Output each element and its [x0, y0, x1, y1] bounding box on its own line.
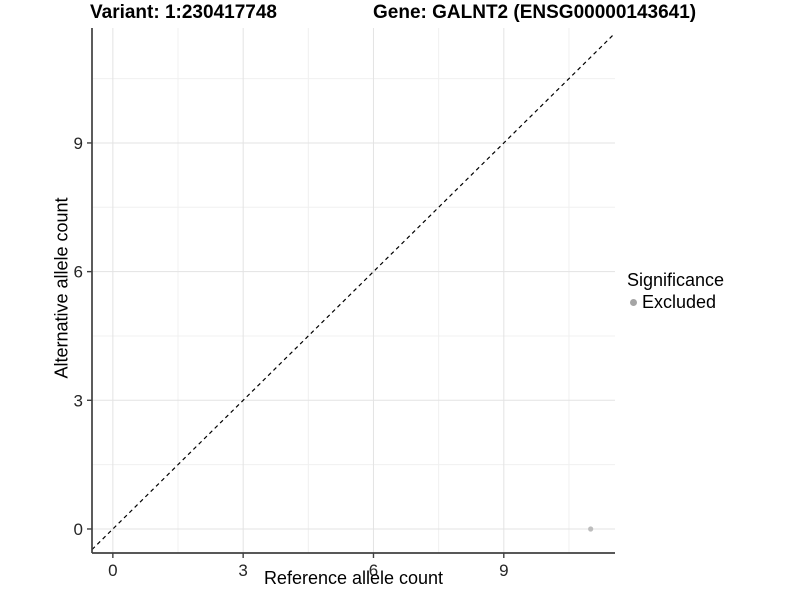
- legend-point-icon: [630, 298, 637, 306]
- x-axis-label: Reference allele count: [263, 568, 444, 588]
- x-tick-label: 6: [369, 561, 378, 580]
- y-tick-label: 6: [74, 263, 83, 282]
- x-tick-label: 9: [499, 561, 508, 580]
- y-tick-label: 0: [74, 520, 83, 539]
- variant-title: Variant: 1:230417748: [90, 2, 277, 23]
- data-point: [588, 526, 594, 532]
- legend-item-label: Excluded: [642, 292, 717, 312]
- legend-item: Excluded: [627, 292, 724, 312]
- y-axis-label: Alternative allele count: [51, 197, 72, 379]
- y-tick-label: 3: [74, 391, 83, 410]
- legend-title: Significance: [627, 270, 725, 290]
- x-tick-label: 0: [108, 561, 117, 580]
- identity-line: [91, 32, 616, 550]
- legend: Significance Excluded: [627, 270, 724, 312]
- y-tick-label: 9: [74, 134, 83, 153]
- x-tick-label: 3: [238, 561, 247, 580]
- gene-title: Gene: GALNT2 (ENSG00000143641): [373, 2, 697, 23]
